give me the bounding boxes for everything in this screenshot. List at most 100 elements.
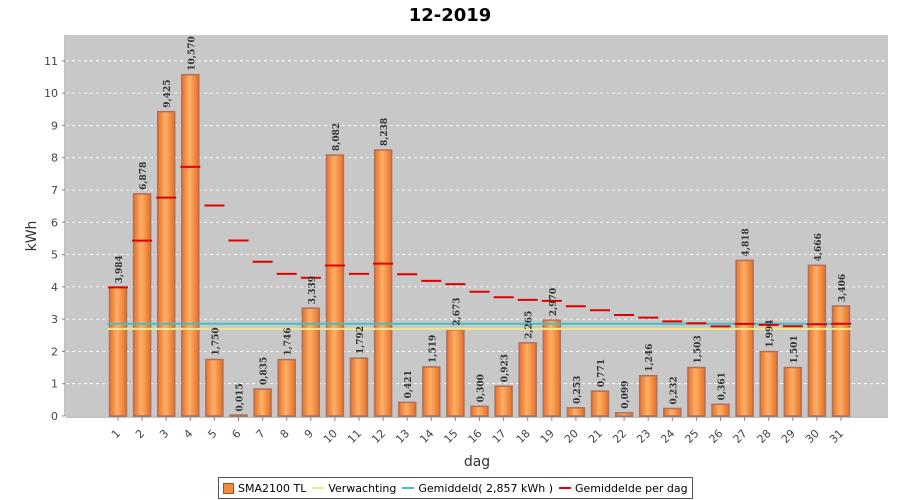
bar-value-label: 8,238	[380, 118, 390, 146]
x-tick-label: 17	[490, 427, 509, 446]
y-tick-label: 9	[51, 119, 58, 132]
bar-value-label: 6,878	[139, 162, 149, 190]
bar	[759, 350, 778, 417]
bar-value-label: 0,300	[477, 374, 487, 402]
bar	[542, 319, 562, 417]
bar	[518, 342, 537, 417]
bar	[638, 375, 658, 417]
bar-value-label: 0,835	[260, 357, 270, 385]
bar	[735, 259, 754, 417]
bar	[397, 401, 417, 417]
bar	[156, 110, 176, 417]
legend-label-average: Gemiddeld( 2,857 kWh )	[418, 481, 554, 495]
x-tick-label: 9	[302, 427, 316, 441]
bar	[277, 358, 296, 417]
y-tick-label: 0	[51, 410, 58, 423]
bar-value-label: 0,099	[621, 381, 631, 409]
x-tick-label: 19	[538, 427, 557, 446]
x-tick-label: 11	[345, 427, 364, 446]
bar-value-label: 0,923	[501, 354, 511, 382]
daily-average-marks	[108, 165, 851, 328]
reference-lines	[107, 322, 852, 330]
bar	[807, 264, 827, 417]
x-tick-label: 27	[731, 427, 750, 446]
bar	[181, 73, 200, 417]
bar-value-label: 0,232	[669, 376, 679, 404]
bar	[687, 366, 706, 417]
bar-value-label: 0,015	[236, 383, 246, 411]
bar	[325, 154, 345, 417]
bar	[205, 358, 224, 417]
bar	[566, 407, 586, 417]
y-tick-label: 1	[51, 378, 58, 391]
bar-value-label: 4,818	[742, 228, 752, 256]
bar-value-label: 4,666	[814, 233, 824, 261]
bar-value-label: 1,750	[211, 327, 221, 355]
x-tick-label: 14	[417, 427, 436, 446]
x-tick-label: 8	[278, 427, 292, 441]
y-axis-label: kWh	[24, 221, 40, 252]
x-tick-label: 18	[514, 427, 533, 446]
bar	[132, 193, 152, 417]
x-tick-label: 22	[610, 427, 629, 446]
x-tick-label: 25	[682, 427, 701, 446]
bar	[301, 307, 321, 417]
bar	[494, 385, 513, 417]
x-tick-label: 15	[441, 427, 460, 446]
y-axis: 0 1 2 3 4 5 6 7 8 9 10 11	[44, 35, 66, 423]
bar	[349, 357, 369, 417]
bar-value-label: 1,501	[790, 335, 800, 363]
legend-label-production: SMA2100 TL	[238, 481, 307, 495]
x-tick-label: 24	[658, 427, 677, 446]
bar-value-label: 3,339	[308, 276, 318, 304]
legend-daily-average-swatch	[559, 487, 572, 489]
legend-average-swatch	[402, 487, 415, 489]
bar-series	[108, 73, 851, 417]
x-tick-label: 5	[205, 427, 219, 441]
y-tick-label: 2	[51, 345, 58, 358]
legend-bar-swatch	[223, 482, 234, 494]
bar-value-label: 9,425	[163, 79, 173, 107]
bar-value-label: 1,246	[645, 344, 655, 372]
bar-value-label: 1,519	[428, 335, 438, 363]
y-tick-label: 4	[51, 281, 58, 294]
bar	[711, 403, 730, 417]
x-tick-label: 10	[321, 427, 340, 446]
bar	[783, 366, 803, 417]
bar	[253, 388, 272, 417]
bar-value-label: 2,673	[452, 298, 462, 326]
x-tick-label: 26	[707, 427, 726, 446]
y-tick-label: 10	[44, 87, 58, 100]
x-tick-label: 2	[133, 427, 147, 441]
y-tick-label: 5	[51, 249, 58, 262]
x-axis-label: dag	[464, 454, 490, 470]
bar-value-label: 1,503	[693, 335, 703, 363]
bar-value-label: 0,253	[573, 376, 583, 404]
bar	[663, 407, 682, 417]
legend-label-expectation: Verwachting	[328, 481, 397, 495]
x-tick-label: 12	[369, 427, 388, 446]
bar-value-label: 2,970	[549, 288, 559, 316]
x-tick-label: 23	[634, 427, 653, 446]
bar	[108, 286, 128, 417]
bar	[422, 366, 441, 417]
legend-item-production: SMA2100 TL	[223, 482, 306, 495]
legend-expectation-swatch	[312, 487, 325, 489]
bar-value-label: 2,265	[525, 311, 535, 339]
bar-value-label: 8,082	[332, 123, 342, 151]
bar-value-label: 1,792	[356, 326, 366, 354]
value-labels: 3,984 6,878 9,425 10,570 1,750 0,015 0,835 1,74…	[115, 36, 848, 411]
bar	[229, 414, 248, 417]
y-tick-label: 8	[51, 152, 58, 165]
x-tick-label: 28	[755, 427, 774, 446]
legend-item-daily-average: Gemiddelde per dag	[559, 482, 688, 495]
bar-value-label: 10,570	[187, 36, 197, 70]
x-tick-label: 7	[254, 427, 268, 441]
y-tick-label: 6	[51, 216, 58, 229]
legend-item-average: Gemiddeld( 2,857 kWh )	[402, 482, 553, 495]
bar-value-label: 3,984	[115, 255, 125, 283]
bar	[831, 305, 851, 417]
x-tick-label: 6	[229, 427, 243, 441]
x-tick-label: 29	[779, 427, 798, 446]
